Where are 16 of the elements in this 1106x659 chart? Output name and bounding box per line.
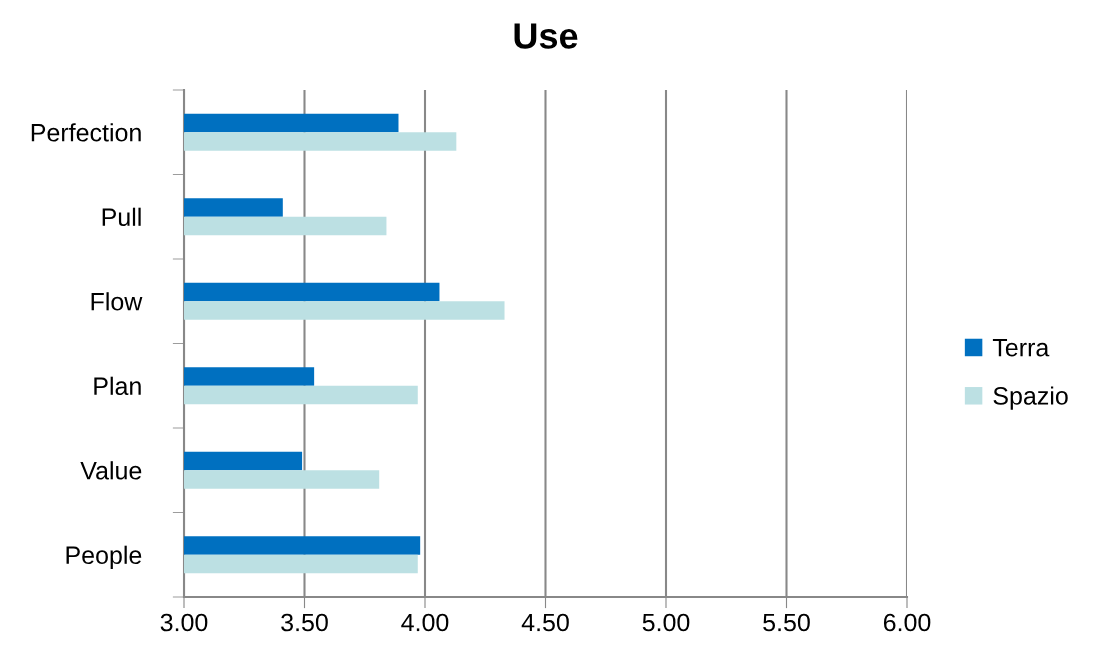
y-tick-label: Pull bbox=[102, 207, 141, 227]
x-tick-label: 3.00 bbox=[160, 613, 208, 632]
x-tick-label: 5.00 bbox=[642, 613, 690, 632]
legend-label: Spazio bbox=[993, 386, 1068, 410]
y-tick-label: Value bbox=[80, 461, 142, 480]
y-tick-label: Flow bbox=[91, 292, 143, 311]
legend-label: Terra bbox=[992, 339, 1050, 357]
y-tick-label: Perfection bbox=[31, 123, 141, 142]
y-tick-label: Plan bbox=[94, 376, 141, 396]
x-tick-label: 3.50 bbox=[281, 613, 328, 632]
x-tick-label: 4.00 bbox=[401, 613, 449, 632]
chart-title: Use bbox=[514, 23, 578, 49]
x-tick-label: 6.00 bbox=[883, 613, 931, 632]
x-tick-label: 4.50 bbox=[521, 613, 569, 632]
x-tick-label: 5.50 bbox=[763, 613, 810, 632]
y-tick-label: People bbox=[66, 545, 142, 569]
